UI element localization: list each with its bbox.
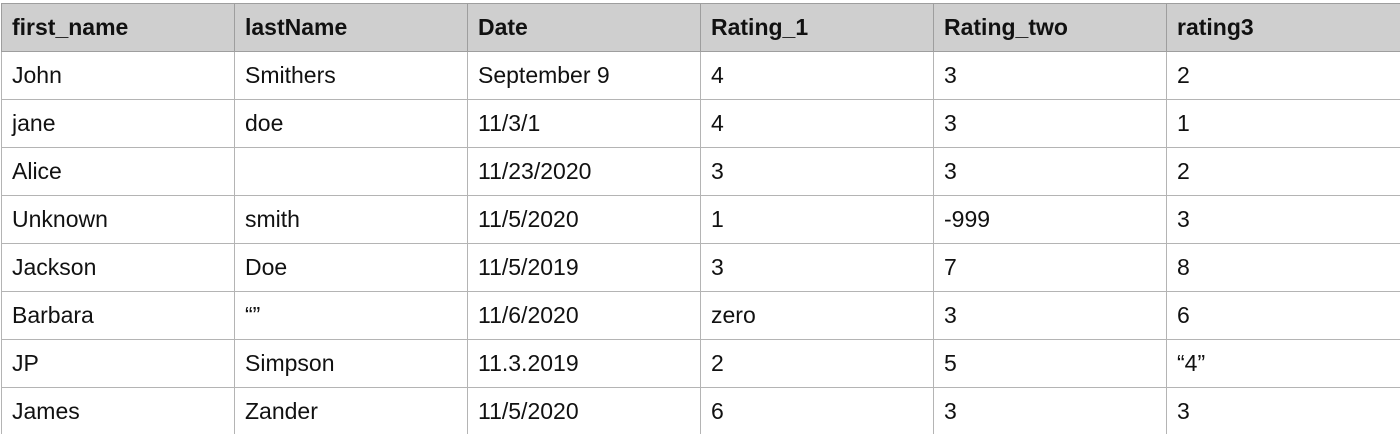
table-cell[interactable]: 2 — [700, 339, 934, 388]
column-header-date[interactable]: Date — [467, 3, 701, 52]
table-cell[interactable]: 3 — [700, 147, 934, 196]
table-cell[interactable]: jane — [1, 99, 235, 148]
table-cell[interactable]: 3 — [933, 147, 1167, 196]
table-row: Alice 11/23/2020 3 3 2 — [1, 147, 1400, 196]
table-cell[interactable]: -999 — [933, 195, 1167, 244]
table-cell[interactable]: 11.3.2019 — [467, 339, 701, 388]
table-cell[interactable]: JP — [1, 339, 235, 388]
table-row: Barbara “” 11/6/2020 zero 3 6 — [1, 291, 1400, 340]
table-cell[interactable]: 11/5/2020 — [467, 387, 701, 434]
table-cell[interactable]: 3 — [933, 99, 1167, 148]
table-cell[interactable]: 3 — [933, 51, 1167, 100]
table-cell[interactable]: doe — [234, 99, 468, 148]
table-cell[interactable]: 3 — [1166, 387, 1400, 434]
table-cell[interactable]: Zander — [234, 387, 468, 434]
table-cell[interactable]: 5 — [933, 339, 1167, 388]
table-cell[interactable]: James — [1, 387, 235, 434]
table-cell[interactable]: 11/3/1 — [467, 99, 701, 148]
table-cell[interactable]: smith — [234, 195, 468, 244]
table-cell[interactable]: 4 — [700, 51, 934, 100]
header-row: first_name lastName Date Rating_1 Rating… — [1, 3, 1400, 52]
table-cell[interactable]: “4” — [1166, 339, 1400, 388]
table-cell[interactable]: Jackson — [1, 243, 235, 292]
table-cell[interactable]: 6 — [1166, 291, 1400, 340]
table-cell[interactable]: John — [1, 51, 235, 100]
table-cell[interactable]: 3 — [933, 387, 1167, 434]
table-cell[interactable]: 1 — [1166, 99, 1400, 148]
table-cell[interactable]: 2 — [1166, 51, 1400, 100]
column-header-rating-two[interactable]: Rating_two — [933, 3, 1167, 52]
table-cell[interactable]: 8 — [1166, 243, 1400, 292]
table-cell[interactable]: “” — [234, 291, 468, 340]
table-cell[interactable]: Simpson — [234, 339, 468, 388]
table-cell[interactable]: 11/5/2019 — [467, 243, 701, 292]
column-header-first-name[interactable]: first_name — [1, 3, 235, 52]
table-cell[interactable]: 7 — [933, 243, 1167, 292]
column-header-rating-1[interactable]: Rating_1 — [700, 3, 934, 52]
column-header-rating3[interactable]: rating3 — [1166, 3, 1400, 52]
table-row: John Smithers September 9 4 3 2 — [1, 51, 1400, 100]
table-cell[interactable]: Barbara — [1, 291, 235, 340]
table-row: JP Simpson 11.3.2019 2 5 “4” — [1, 339, 1400, 388]
table-row: jane doe 11/3/1 4 3 1 — [1, 99, 1400, 148]
table-cell[interactable]: Unknown — [1, 195, 235, 244]
table-cell[interactable]: 6 — [700, 387, 934, 434]
table-cell[interactable]: 11/23/2020 — [467, 147, 701, 196]
table-cell[interactable]: 3 — [933, 291, 1167, 340]
table-cell[interactable]: Alice — [1, 147, 235, 196]
table-cell[interactable]: Doe — [234, 243, 468, 292]
table-cell[interactable]: 11/5/2020 — [467, 195, 701, 244]
table-cell[interactable]: 3 — [700, 243, 934, 292]
table-cell[interactable]: 1 — [700, 195, 934, 244]
table-cell[interactable]: 2 — [1166, 147, 1400, 196]
table-row: Unknown smith 11/5/2020 1 -999 3 — [1, 195, 1400, 244]
table-cell[interactable]: 11/6/2020 — [467, 291, 701, 340]
table-row: Jackson Doe 11/5/2019 3 7 8 — [1, 243, 1400, 292]
table-cell[interactable]: zero — [700, 291, 934, 340]
table-row: James Zander 11/5/2020 6 3 3 — [1, 387, 1400, 434]
column-header-last-name[interactable]: lastName — [234, 3, 468, 52]
table-cell[interactable]: 4 — [700, 99, 934, 148]
table-cell[interactable]: Smithers — [234, 51, 468, 100]
data-table: first_name lastName Date Rating_1 Rating… — [1, 3, 1400, 434]
table-cell[interactable] — [234, 147, 468, 196]
table-cell[interactable]: September 9 — [467, 51, 701, 100]
table-cell[interactable]: 3 — [1166, 195, 1400, 244]
